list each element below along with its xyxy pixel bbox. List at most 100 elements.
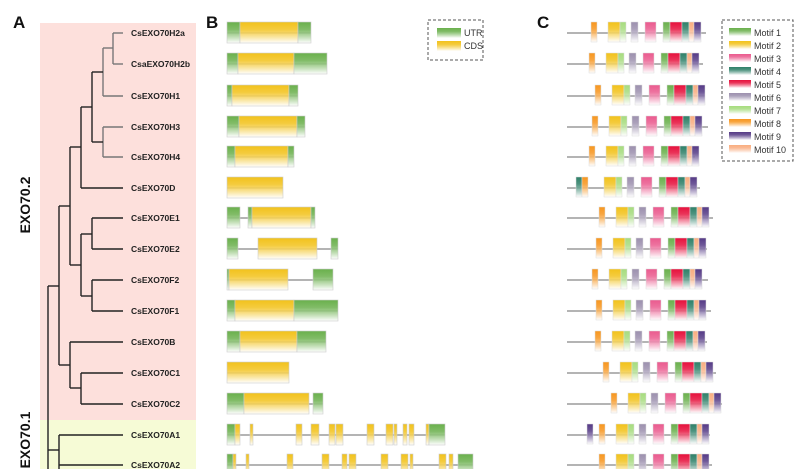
motif-1-block <box>666 84 675 106</box>
motif-3-block <box>664 392 677 414</box>
motif-7-block <box>620 115 628 137</box>
motif-2-block <box>615 423 629 445</box>
motif-9-block <box>693 21 702 43</box>
leaf-label: CsEXO70H2a <box>131 28 185 38</box>
motif-10-block <box>686 145 693 167</box>
motif-8-block <box>610 392 618 414</box>
motif-5-block <box>673 330 687 352</box>
motif-7-block <box>624 237 632 259</box>
utr-block <box>226 268 230 291</box>
motif-8-block <box>595 299 603 321</box>
motif-9-block <box>698 299 707 321</box>
motif-3-block <box>652 453 665 469</box>
legend-swatch-motif-3 <box>729 54 751 62</box>
legend-swatch-motif-4 <box>729 67 751 75</box>
motif-8-block <box>595 237 603 259</box>
motif-7-block <box>617 145 625 167</box>
legend-swatch-motif-7 <box>729 106 751 114</box>
legend-label: UTR <box>464 28 483 38</box>
motif-4-block <box>689 423 698 445</box>
gene-structure <box>226 423 446 446</box>
cds-block <box>226 176 284 199</box>
legend-label: Motif 8 <box>754 119 781 129</box>
legend-label: Motif 1 <box>754 28 781 38</box>
motif-2-block <box>608 268 622 290</box>
motif-structure <box>567 361 716 383</box>
motif-6-block <box>631 268 640 290</box>
motif-8-block <box>591 115 599 137</box>
motif-6-block <box>628 145 637 167</box>
utr-block <box>428 423 446 446</box>
cds-block <box>328 423 336 446</box>
motif-10-block <box>696 423 703 445</box>
motif-structure <box>567 268 708 290</box>
motif-7-block <box>623 84 631 106</box>
panel-label-b: B <box>206 13 218 32</box>
leaf-label: CsEXO70H4 <box>131 152 180 162</box>
motif-8-block <box>598 453 606 469</box>
motif-1-block <box>670 423 679 445</box>
motif-6-block <box>638 423 647 445</box>
motif-3-block <box>652 206 665 228</box>
cds-block <box>239 21 299 44</box>
motif-2-block <box>627 392 641 414</box>
motif-5-block <box>689 392 703 414</box>
motif-6-block <box>635 299 644 321</box>
motif-7-block <box>627 423 635 445</box>
gene-structure <box>226 299 339 322</box>
motif-9-block <box>705 361 714 383</box>
motif-structure <box>567 176 700 198</box>
motif-structure <box>567 84 706 106</box>
cds-block <box>231 84 290 107</box>
motif-structure <box>567 392 722 414</box>
motif-1-block <box>666 330 675 352</box>
motif-1-block <box>662 21 671 43</box>
motif-10-block <box>689 268 696 290</box>
motif-9-block <box>691 145 700 167</box>
utr-block <box>457 453 474 469</box>
motif-10-block <box>689 115 696 137</box>
motif-9-block <box>698 237 707 259</box>
cds-block <box>448 453 454 469</box>
gene-structure <box>226 237 339 260</box>
cds-block <box>321 453 330 469</box>
motif-5-block <box>670 115 684 137</box>
motif-10-block <box>693 299 700 321</box>
motif-4-block <box>677 176 686 198</box>
leaf-label: CsEXO70C2 <box>131 399 180 409</box>
motif-4-block <box>689 453 698 469</box>
motif-10-block <box>696 206 703 228</box>
motif-structure <box>567 206 713 228</box>
clade-background-exo70-2 <box>40 23 196 420</box>
legend-label: Motif 2 <box>754 41 781 51</box>
leaf-label: CsaEXO70H2b <box>131 59 190 69</box>
motif-10-block <box>692 330 699 352</box>
leaf-label: CsEXO70H1 <box>131 91 180 101</box>
legend-label: Motif 3 <box>754 54 781 64</box>
motif-3-block <box>648 330 661 352</box>
utr-block <box>226 84 233 107</box>
motif-5-block <box>673 84 687 106</box>
motif-2-block <box>612 237 626 259</box>
cds-block <box>310 423 320 446</box>
legend-swatch-motif-8 <box>729 119 751 127</box>
gene-structure <box>226 176 284 199</box>
cds-block <box>438 453 447 469</box>
clade-label-exo70-1: EXO70.1 <box>17 411 33 468</box>
motif-3-block <box>649 299 662 321</box>
utr-block <box>297 21 312 44</box>
cds-block <box>402 423 408 446</box>
cds-block <box>257 237 318 260</box>
utr-block <box>226 145 236 168</box>
cds-block <box>226 361 290 384</box>
motif-4-block <box>689 206 698 228</box>
motif-8-block <box>591 268 599 290</box>
motif-structure <box>567 330 707 352</box>
legend-label: Motif 4 <box>754 67 781 77</box>
motif-2-block <box>605 145 619 167</box>
motif-10-block <box>686 52 693 74</box>
motif-7-block <box>617 52 625 74</box>
gene-structure <box>226 206 316 229</box>
motif-8-block <box>598 206 606 228</box>
gene-structure <box>226 268 334 291</box>
